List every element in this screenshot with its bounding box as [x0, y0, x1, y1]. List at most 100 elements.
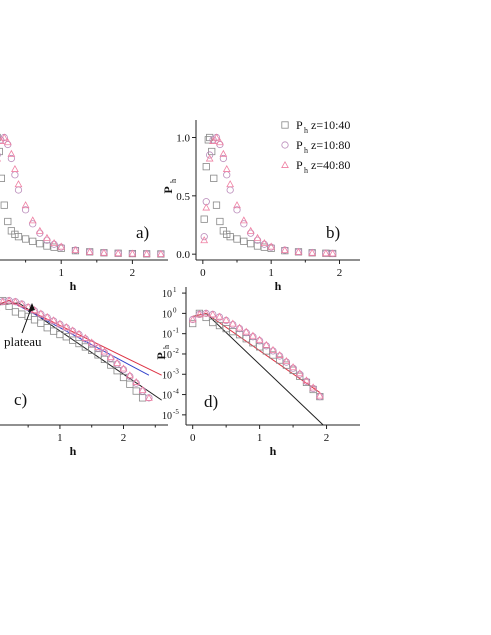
y-tick-label: 0.0 [176, 249, 190, 261]
data-point-triangle [11, 297, 20, 305]
y-tick-exponent: 0 [173, 306, 177, 314]
data-point-circle [316, 392, 324, 401]
data-point-triangle [282, 357, 291, 365]
data-point-triangle [0, 136, 5, 144]
data-point-triangle [87, 338, 96, 346]
data-point-circle [296, 370, 304, 378]
data-point-circle [256, 337, 264, 345]
data-point-triangle [14, 180, 23, 188]
x-tick-label: 0 [190, 432, 196, 444]
data-point-square [14, 233, 23, 241]
plot-area [0, 133, 165, 258]
data-point-circle [302, 377, 311, 385]
x-tick-label: 1 [58, 267, 64, 279]
data-point-triangle [81, 333, 90, 341]
panel-label: d) [204, 392, 218, 411]
data-point-triangle [235, 323, 244, 331]
data-point-triangle [3, 138, 12, 146]
data-point-square [276, 356, 284, 364]
data-point-triangle [114, 249, 123, 257]
data-point-circle [94, 344, 102, 352]
data-point-square [49, 327, 58, 335]
data-point-triangle [188, 315, 197, 323]
panel-c: 012hc) [0, 296, 168, 458]
data-point-triangle [233, 201, 241, 209]
data-point-circle [138, 387, 147, 395]
data-point-triangle [222, 164, 231, 172]
y-axis-label-main: P [161, 186, 175, 193]
legend-symbol: P [296, 118, 303, 132]
data-point-triangle [280, 246, 289, 254]
data-point-triangle [43, 312, 52, 320]
data-point-triangle [246, 226, 255, 234]
data-point-triangle [7, 149, 16, 157]
y-axis-label: Ph [161, 179, 178, 194]
data-point-triangle [202, 309, 210, 317]
data-point-triangle [106, 353, 115, 361]
y-tick-label: 10 [162, 330, 172, 341]
data-point-triangle [21, 201, 30, 209]
plot-area [200, 133, 337, 258]
data-point-square [138, 394, 147, 402]
data-point-triangle [219, 149, 228, 157]
data-point-circle [132, 379, 140, 387]
data-point-triangle [100, 347, 109, 355]
legend-subscript: h [304, 166, 308, 175]
y-tick-exponent: -5 [173, 408, 179, 416]
data-point-triangle [202, 203, 211, 211]
data-point-circle [309, 384, 317, 393]
data-point-triangle [50, 239, 58, 247]
data-point-triangle [128, 249, 137, 257]
plateau-arrow-head [28, 303, 35, 312]
data-point-square [249, 339, 257, 347]
x-tick-label: 0 [200, 267, 206, 279]
data-point-square [260, 243, 268, 251]
y-tick-label: 10 [162, 350, 172, 361]
data-point-square [208, 147, 216, 156]
data-point-square [126, 380, 134, 388]
data-point-circle [29, 220, 37, 228]
data-point-square [43, 242, 51, 250]
data-point-square [200, 215, 208, 223]
y-tick-label: 10 [162, 391, 172, 402]
data-point-square [50, 243, 58, 251]
data-point-triangle [253, 233, 262, 241]
y-tick-label: 10 [162, 411, 172, 422]
data-point-triangle [228, 319, 237, 327]
data-point-circle [240, 220, 248, 228]
data-point-square [36, 240, 44, 248]
data-point-triangle [321, 249, 330, 257]
data-point-circle [88, 339, 96, 348]
data-point-triangle [281, 160, 289, 168]
y-axis-label: Ph [154, 345, 171, 360]
data-point-square [240, 237, 248, 245]
y-tick-label: 10 [162, 370, 172, 381]
x-axis-label: h [70, 444, 77, 458]
data-point-triangle [239, 216, 248, 224]
data-point-triangle [119, 364, 128, 372]
data-point-circle [262, 342, 270, 350]
data-point-square [289, 366, 297, 374]
legend-label: z=10:80 [311, 138, 350, 152]
data-point-square [281, 121, 289, 129]
data-point-triangle [260, 239, 269, 247]
data-point-circle [100, 349, 109, 357]
data-point-square [4, 217, 12, 226]
data-point-triangle [275, 350, 284, 358]
data-point-square [0, 201, 8, 209]
data-point-triangle [328, 249, 337, 257]
data-point-triangle [205, 154, 214, 162]
data-point-square [202, 163, 210, 171]
data-point-square [43, 324, 51, 332]
data-point-triangle [208, 310, 217, 318]
data-point-triangle [43, 233, 51, 241]
legend-label: z=40:80 [311, 158, 350, 172]
data-point-triangle [249, 331, 257, 339]
data-point-triangle [36, 309, 45, 317]
data-point-circle [107, 354, 115, 362]
data-point-square [11, 308, 20, 316]
data-point-circle [200, 233, 208, 241]
plot-area [0, 296, 162, 402]
data-point-triangle [62, 323, 71, 331]
data-point-square [0, 147, 3, 156]
